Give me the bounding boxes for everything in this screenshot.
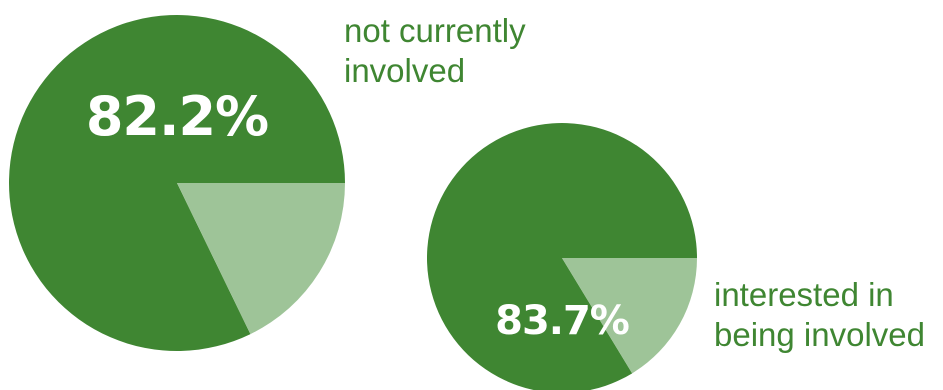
pie1-value-label: 82.2% bbox=[86, 85, 268, 148]
pie1-remainder-slice bbox=[177, 183, 345, 335]
pie2-caption-line-1: interested in bbox=[714, 276, 894, 313]
pie1-caption: not currently involved bbox=[344, 11, 526, 91]
pie-chart-not-currently-involved bbox=[9, 14, 345, 351]
pie-chart-interested-in-being-involved bbox=[427, 123, 697, 390]
pie1-caption-line-1: not currently bbox=[344, 12, 526, 49]
pie2-value-label: 83.7% bbox=[495, 298, 629, 344]
pie2-caption: interested in being involved bbox=[714, 275, 925, 355]
pie2-caption-line-2: being involved bbox=[714, 316, 925, 353]
pie1-main-slice bbox=[9, 14, 345, 351]
pie2-main-slice bbox=[427, 123, 697, 390]
pie1-caption-line-2: involved bbox=[344, 52, 466, 89]
pie2-remainder-slice bbox=[562, 258, 697, 374]
